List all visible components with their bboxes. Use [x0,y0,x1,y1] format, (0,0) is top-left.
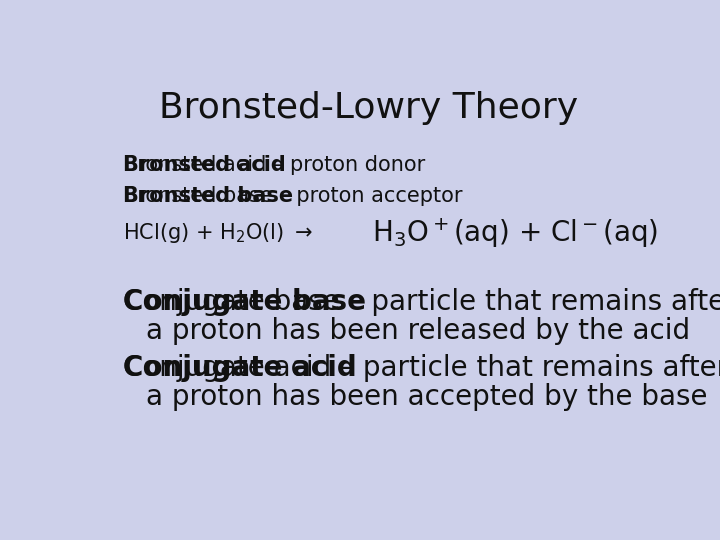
Text: Bronsted base: Bronsted base [0,539,1,540]
Text: Bronsted acid – proton donor: Bronsted acid – proton donor [0,539,1,540]
Text: Conjugate acid: Conjugate acid [124,354,357,382]
Text: Conjugate acid: Conjugate acid [0,539,1,540]
Text: a proton has been accepted by the base: a proton has been accepted by the base [145,383,707,411]
Text: Bronsted acid – proton donor: Bronsted acid – proton donor [124,154,426,174]
Text: Conjugate base – particle that remains after: Conjugate base – particle that remains a… [124,288,720,316]
Text: Conjugate base: Conjugate base [0,539,1,540]
Text: Bronsted base – proton acceptor: Bronsted base – proton acceptor [0,539,1,540]
Text: HCl(g) + H$_2$O(l) $\rightarrow$: HCl(g) + H$_2$O(l) $\rightarrow$ [124,221,313,245]
Text: Conjugate acid – particle that remains after: Conjugate acid – particle that remains a… [124,354,720,382]
Text: Bronsted base – proton acceptor: Bronsted base – proton acceptor [124,186,463,206]
Text: Conjugate base – particle that remains after: Conjugate base – particle that remains a… [0,539,1,540]
Text: Conjugate acid – particle that remains after: Conjugate acid – particle that remains a… [0,539,1,540]
Text: Bronsted base: Bronsted base [124,186,294,206]
Text: H$_3$O$^+$(aq) + Cl$^-$(aq): H$_3$O$^+$(aq) + Cl$^-$(aq) [372,217,658,250]
Text: a proton has been released by the acid: a proton has been released by the acid [145,317,690,345]
Text: Bronsted acid: Bronsted acid [124,154,287,174]
Text: Bronsted acid: Bronsted acid [0,539,1,540]
Text: Bronsted-Lowry Theory: Bronsted-Lowry Theory [159,91,579,125]
Text: Conjugate base: Conjugate base [124,288,366,316]
